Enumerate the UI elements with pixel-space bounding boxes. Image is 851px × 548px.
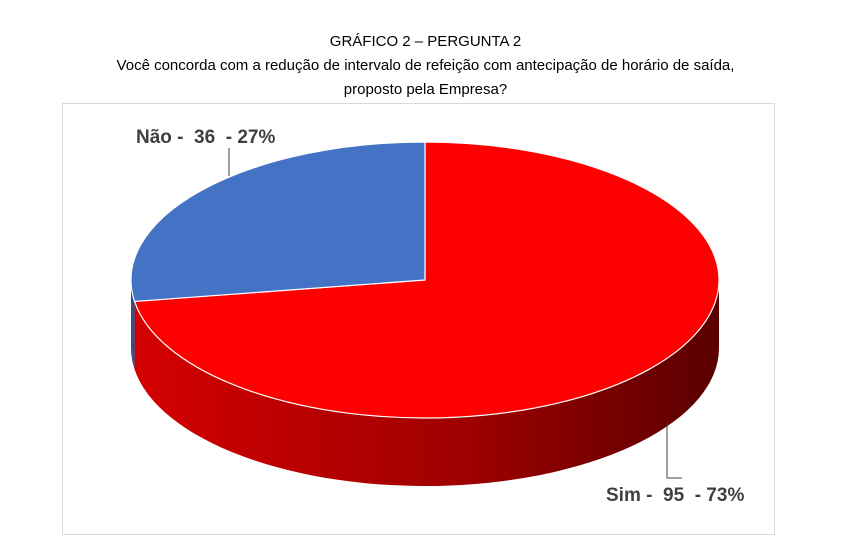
pie-data-labels: Sim - 95 - 73% Não - 36 - 27%: [136, 127, 744, 506]
pie-leader-lines: [228, 148, 682, 479]
data-label-não: Não - 36 - 27%: [136, 127, 275, 148]
chart-question-line-2: proposto pela Empresa?: [343, 81, 508, 98]
pie-tops: [130, 141, 720, 419]
pie-slice-sim: [133, 141, 720, 419]
pie-side-sim: [134, 280, 719, 486]
chart-title: GRÁFICO 2 – PERGUNTA 2: [329, 33, 522, 50]
pie-sides: [131, 280, 719, 486]
chart-question-line-1: Você concorda com a redução de intervalo…: [116, 57, 735, 74]
chart-title-block: GRÁFICO 2 – PERGUNTA 2 Você concorda com…: [0, 30, 851, 102]
data-label-sim: Sim - 95 - 73%: [606, 485, 744, 506]
pie-slice-não: [130, 141, 426, 303]
leader-line-sim: [666, 423, 682, 479]
pie-side-não: [131, 280, 135, 370]
